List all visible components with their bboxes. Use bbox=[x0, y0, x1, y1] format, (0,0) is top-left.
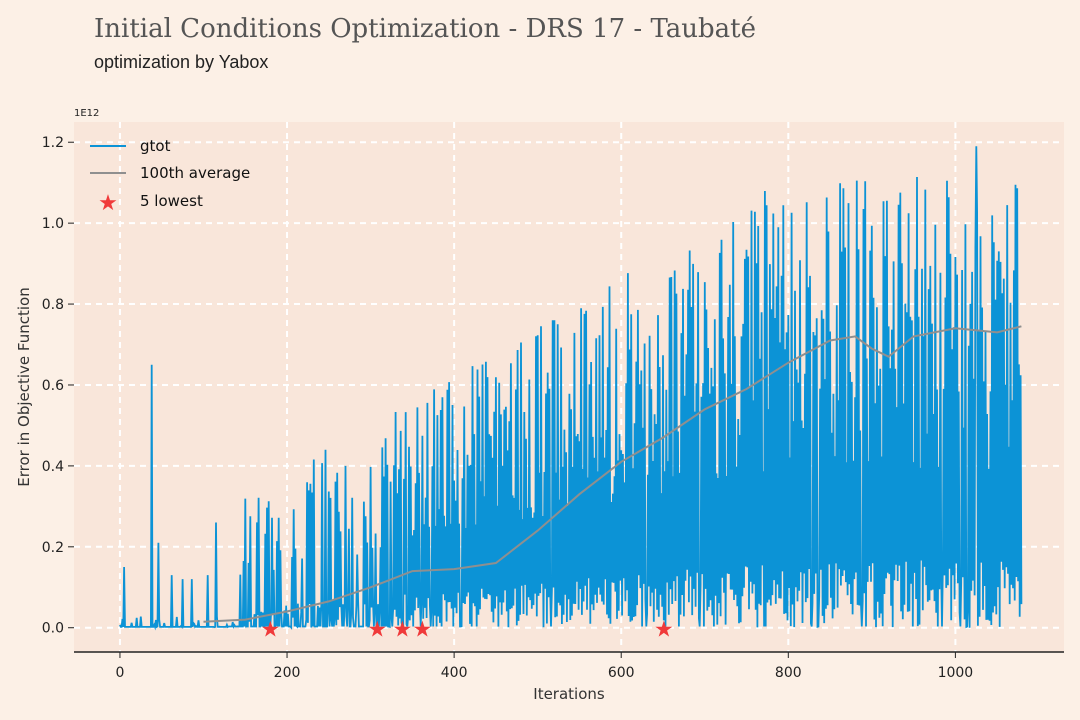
y-tick-label: 0.6 bbox=[42, 378, 64, 394]
chart-title: Initial Conditions Optimization - DRS 17… bbox=[94, 14, 757, 44]
legend-label-average: 100th average bbox=[140, 164, 250, 182]
axes: 0 200 400 600 800 1000 0.0 0.2 0.4 0.6 0.8 1.0 1.2 bbox=[42, 135, 1065, 681]
lowest-star-marker: ★ bbox=[260, 618, 280, 643]
y-tick-label: 0.0 bbox=[42, 621, 64, 637]
legend-label-lowest: 5 lowest bbox=[140, 192, 203, 210]
legend-star-icon: ★ bbox=[98, 191, 118, 216]
y-tick-label: 0.8 bbox=[42, 297, 64, 313]
y-tick-label: 0.4 bbox=[42, 459, 64, 475]
x-tick-label: 600 bbox=[608, 665, 635, 681]
x-tick-label: 400 bbox=[441, 665, 468, 681]
series-average-line bbox=[203, 325, 1022, 623]
x-axis-label: Iterations bbox=[533, 685, 605, 703]
y-tick-label: 1.2 bbox=[42, 135, 64, 151]
x-axis-line bbox=[73, 650, 1065, 654]
lowest-star-marker: ★ bbox=[654, 618, 674, 643]
y-tick-label: 0.2 bbox=[42, 540, 64, 556]
lowest-star-marker: ★ bbox=[392, 618, 412, 643]
chart-subtitle: optimization by Yabox bbox=[94, 52, 269, 72]
lowest-star-marker: ★ bbox=[413, 618, 433, 643]
y-tick-label: 1.0 bbox=[42, 216, 64, 232]
legend-label-gtot: gtot bbox=[140, 137, 171, 155]
x-tick-label: 1000 bbox=[938, 665, 974, 681]
y-axis-label: Error in Objective Function bbox=[15, 287, 33, 486]
series-layer: ★ ★ ★ ★ ★ bbox=[119, 146, 1023, 643]
series-gtot-line bbox=[119, 146, 1023, 631]
y-scale-label: 1E12 bbox=[74, 108, 99, 119]
x-tick-label: 200 bbox=[274, 665, 301, 681]
legend: gtot 100th average ★ 5 lowest bbox=[90, 137, 250, 216]
x-tick-label: 800 bbox=[775, 665, 802, 681]
x-tick-label: 0 bbox=[115, 665, 124, 681]
lowest-star-marker: ★ bbox=[367, 618, 387, 643]
